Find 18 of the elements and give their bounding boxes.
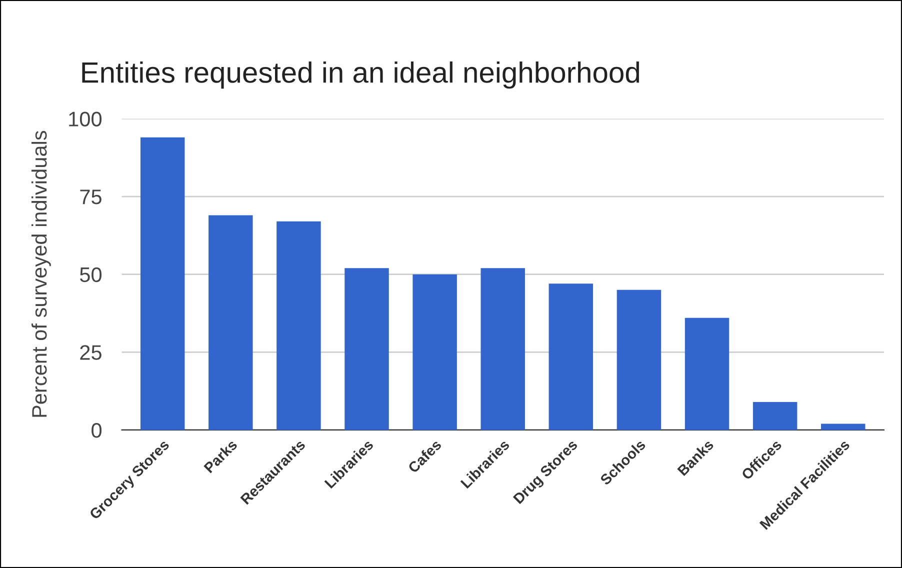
bar — [208, 215, 253, 430]
y-tick-label: 25 — [80, 345, 102, 360]
bar — [480, 268, 525, 430]
bar — [684, 318, 730, 430]
y-tick-label: 100 — [69, 112, 102, 126]
y-tick-label: 50 — [80, 267, 102, 282]
bar — [752, 402, 798, 430]
bar — [548, 284, 594, 430]
bar — [344, 268, 389, 430]
bar — [821, 424, 866, 430]
y-axis-title: Percent of surveyed individuals — [31, 130, 51, 417]
bar — [412, 274, 457, 430]
bar — [616, 290, 662, 430]
chart-title: Entities requested in an ideal neighborhood — [82, 61, 640, 89]
y-tick-label: 75 — [80, 190, 102, 204]
bar — [140, 137, 185, 430]
bar — [276, 221, 321, 430]
y-tick-label: 0 — [92, 422, 102, 438]
